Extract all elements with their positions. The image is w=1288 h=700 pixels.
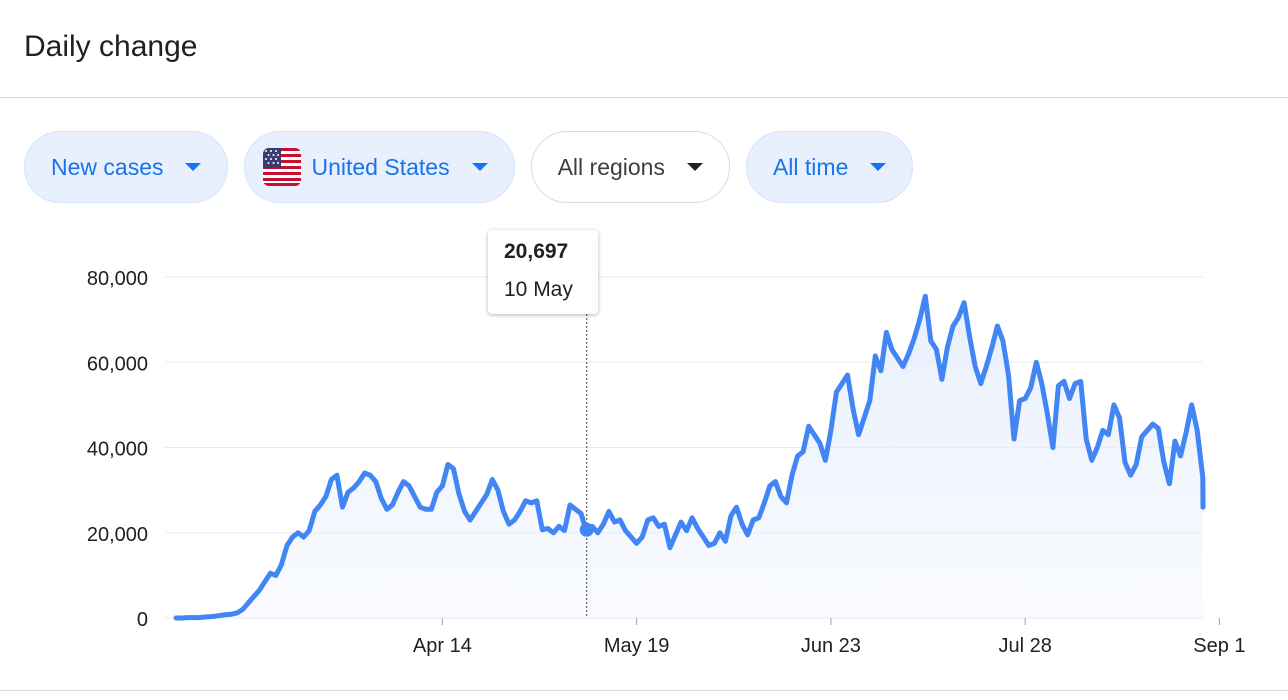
- time-range-dropdown-label: All time: [772, 153, 849, 180]
- header: Daily change: [0, 0, 1288, 98]
- filter-bar: New cases United St: [24, 131, 914, 203]
- x-tick-label: Apr 14: [413, 635, 472, 657]
- chart-tooltip: 20,697 10 May: [488, 230, 598, 314]
- page-title: Daily change: [24, 30, 198, 63]
- hover-point: [579, 522, 594, 537]
- series-area: [176, 296, 1203, 618]
- x-tick-label: Jul 28: [998, 635, 1051, 657]
- y-tick-label: 80,000: [87, 268, 148, 290]
- chevron-down-icon: [686, 163, 703, 171]
- region-dropdown-label: All regions: [557, 153, 665, 180]
- y-tick-label: 40,000: [87, 439, 148, 461]
- region-dropdown[interactable]: All regions: [530, 131, 730, 203]
- us-flag-icon: [263, 148, 302, 186]
- metric-dropdown-label: New cases: [51, 153, 164, 180]
- divider: [0, 690, 1288, 691]
- chevron-down-icon: [471, 163, 488, 171]
- metric-dropdown[interactable]: New cases: [24, 131, 229, 203]
- chevron-down-icon: [870, 163, 887, 171]
- chevron-down-icon: [185, 163, 202, 171]
- tooltip-value: 20,697: [504, 240, 569, 263]
- y-tick-label: 20,000: [87, 524, 148, 546]
- series-line: [173, 293, 1206, 621]
- country-dropdown[interactable]: United States: [244, 131, 515, 203]
- x-tick-label: Sep 1: [1193, 635, 1245, 657]
- country-dropdown-label: United States: [311, 153, 450, 180]
- x-tick-label: Jun 23: [801, 635, 861, 657]
- time-range-dropdown[interactable]: All time: [745, 131, 914, 203]
- y-tick-label: 60,000: [87, 353, 148, 375]
- y-tick-label: 0: [137, 609, 148, 631]
- tooltip-date: 10 May: [504, 278, 573, 301]
- x-tick-label: May 19: [604, 635, 670, 657]
